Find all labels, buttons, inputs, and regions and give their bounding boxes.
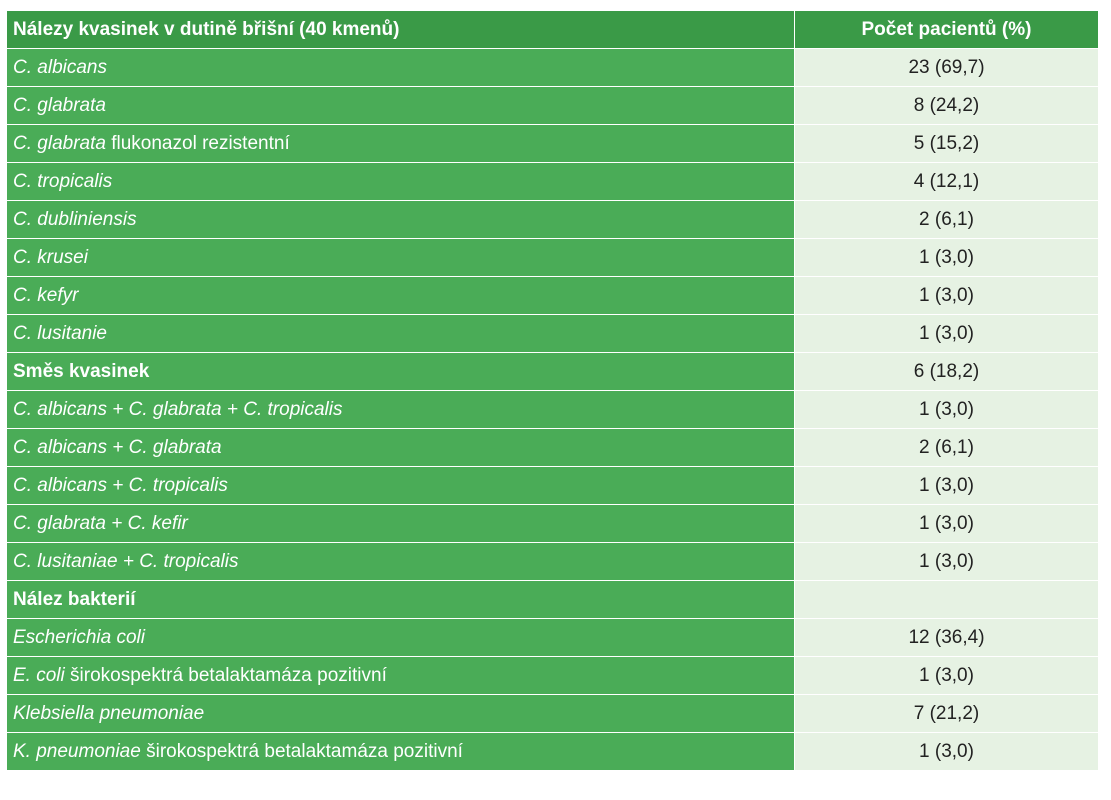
table-row: C. albicans + C. glabrata 2 (6,1)	[6, 428, 1099, 467]
patient-count-cell: 6 (18,2)	[794, 352, 1099, 391]
patient-count-cell: 1 (3,0)	[794, 732, 1099, 771]
finding-cell: C. dubliniensis	[6, 200, 795, 239]
finding-cell: Klebsiella pneumoniae	[6, 694, 795, 733]
finding-cell: C. albicans + C. glabrata + C. tropicali…	[6, 390, 795, 429]
finding-cell: K. pneumoniae širokospektrá betalaktamáz…	[6, 732, 795, 771]
finding-cell: C. lusitaniae + C. tropicalis	[6, 542, 795, 581]
organism-qualifier: flukonazol rezistentní	[105, 133, 290, 154]
organism-name: C. albicans + C. tropicalis	[13, 475, 228, 496]
organism-name: Klebsiella pneumoniae	[13, 703, 205, 724]
finding-cell: C. lusitanie	[6, 314, 795, 353]
organism-name: C. kefyr	[13, 285, 79, 306]
table-row: C. lusitaniae + C. tropicalis 1 (3,0)	[6, 542, 1099, 581]
table-row: C. glabrata flukonazol rezistentní 5 (15,…	[6, 124, 1099, 163]
organism-qualifier: širokospektrá betalaktamáza pozitivní	[64, 665, 387, 686]
finding-cell: C. krusei	[6, 238, 795, 277]
section-label: Směs kvasinek	[13, 361, 150, 382]
organism-name: C. glabrata + C. kefir	[13, 513, 188, 534]
patient-count-cell: 12 (36,4)	[794, 618, 1099, 657]
organism-name: C. lusitaniae + C. tropicalis	[13, 551, 239, 572]
table-row: C. glabrata 8 (24,2)	[6, 86, 1099, 125]
table-row: C. dubliniensis 2 (6,1)	[6, 200, 1099, 239]
finding-cell: C. albicans	[6, 48, 795, 87]
table-row: C. glabrata + C. kefir 1 (3,0)	[6, 504, 1099, 543]
finding-cell: C. kefyr	[6, 276, 795, 315]
finding-cell: E. coli širokospektrá betalaktamáza pozi…	[6, 656, 795, 695]
patient-count-cell: 2 (6,1)	[794, 200, 1099, 239]
organism-name: C. tropicalis	[13, 171, 113, 192]
patient-count-cell: 4 (12,1)	[794, 162, 1099, 201]
header-patient-count: Počet pacientů (%)	[794, 10, 1099, 49]
patient-count-cell: 1 (3,0)	[794, 656, 1099, 695]
table-row: Escherichia coli 12 (36,4)	[6, 618, 1099, 657]
organism-qualifier: širokospektrá betalaktamáza pozitivní	[140, 741, 463, 762]
patient-count-cell	[794, 580, 1099, 619]
table-row: C. albicans + C. tropicalis 1 (3,0)	[6, 466, 1099, 505]
table-row: C. tropicalis 4 (12,1)	[6, 162, 1099, 201]
yeast-findings-table: Nálezy kvasinek v dutině břišní (40 kmen…	[6, 10, 1099, 771]
finding-cell: C. glabrata	[6, 86, 795, 125]
organism-name: C. krusei	[13, 247, 88, 268]
table-row: Nález bakterií	[6, 580, 1099, 619]
finding-cell: C. tropicalis	[6, 162, 795, 201]
table-row: C. krusei 1 (3,0)	[6, 238, 1099, 277]
patient-count-cell: 2 (6,1)	[794, 428, 1099, 467]
finding-cell: Escherichia coli	[6, 618, 795, 657]
patient-count-cell: 8 (24,2)	[794, 86, 1099, 125]
patient-count-cell: 1 (3,0)	[794, 504, 1099, 543]
organism-name: C. albicans + C. glabrata + C. tropicali…	[13, 399, 343, 420]
section-label: Nález bakterií	[13, 589, 136, 610]
organism-name: C. albicans	[13, 57, 107, 78]
finding-cell: C. albicans + C. tropicalis	[6, 466, 795, 505]
organism-name: C. albicans + C. glabrata	[13, 437, 222, 458]
patient-count-cell: 5 (15,2)	[794, 124, 1099, 163]
table-row: Klebsiella pneumoniae 7 (21,2)	[6, 694, 1099, 733]
table-row: C. lusitanie 1 (3,0)	[6, 314, 1099, 353]
patient-count-cell: 1 (3,0)	[794, 238, 1099, 277]
patient-count-cell: 1 (3,0)	[794, 390, 1099, 429]
patient-count-cell: 1 (3,0)	[794, 276, 1099, 315]
organism-name: E. coli	[13, 665, 65, 686]
patient-count-cell: 1 (3,0)	[794, 542, 1099, 581]
organism-name: K. pneumoniae	[13, 741, 141, 762]
organism-name: Escherichia coli	[13, 627, 145, 648]
patient-count-cell: 1 (3,0)	[794, 314, 1099, 353]
organism-name: C. lusitanie	[13, 323, 107, 344]
finding-cell: C. glabrata flukonazol rezistentní	[6, 124, 795, 163]
table-row: K. pneumoniae širokospektrá betalaktamáz…	[6, 732, 1099, 771]
table-row: Směs kvasinek 6 (18,2)	[6, 352, 1099, 391]
finding-cell: Nález bakterií	[6, 580, 795, 619]
organism-name: C. glabrata	[13, 95, 106, 116]
header-finding: Nálezy kvasinek v dutině břišní (40 kmen…	[6, 10, 795, 49]
table-row: E. coli širokospektrá betalaktamáza pozi…	[6, 656, 1099, 695]
table-header-row: Nálezy kvasinek v dutině břišní (40 kmen…	[6, 10, 1099, 49]
finding-cell: C. albicans + C. glabrata	[6, 428, 795, 467]
organism-name: C. dubliniensis	[13, 209, 137, 230]
finding-cell: C. glabrata + C. kefir	[6, 504, 795, 543]
patient-count-cell: 1 (3,0)	[794, 466, 1099, 505]
table-row: C. albicans + C. glabrata + C. tropicali…	[6, 390, 1099, 429]
patient-count-cell: 7 (21,2)	[794, 694, 1099, 733]
finding-cell: Směs kvasinek	[6, 352, 795, 391]
table-body: C. albicans 23 (69,7) C. glabrata 8 (24,2) C…	[6, 48, 1099, 771]
patient-count-cell: 23 (69,7)	[794, 48, 1099, 87]
organism-name: C. glabrata	[13, 133, 106, 154]
table-row: C. albicans 23 (69,7)	[6, 48, 1099, 87]
table-row: C. kefyr 1 (3,0)	[6, 276, 1099, 315]
